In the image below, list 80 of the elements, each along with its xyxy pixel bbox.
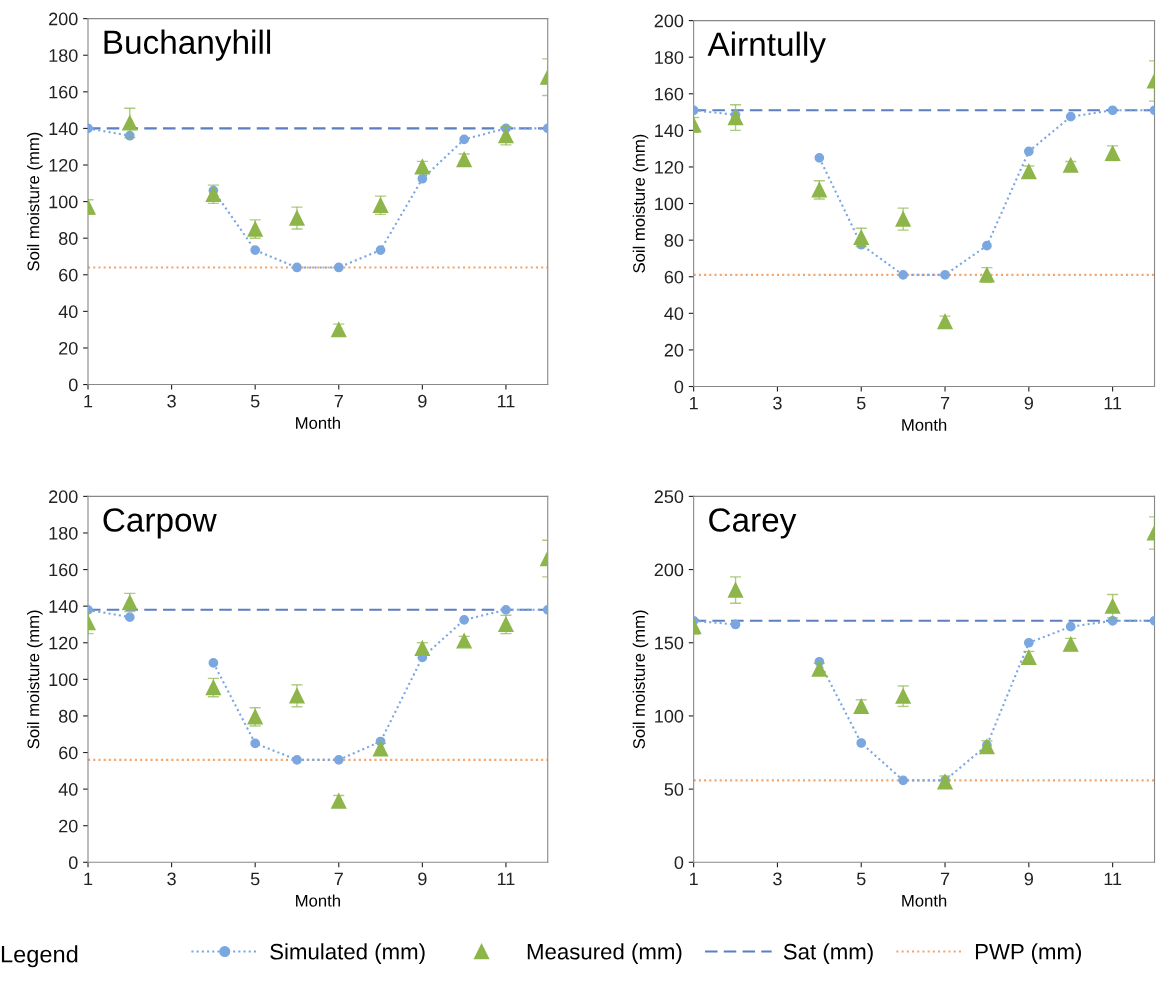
y-axis-title: Soil moisture (mm) — [632, 610, 649, 749]
y-tick-label: 40 — [664, 307, 684, 321]
y-tick-label: 100 — [49, 195, 78, 209]
legend-label: Sat (mm) — [783, 943, 873, 964]
x-tick-label: 3 — [167, 872, 176, 886]
y-tick-label: 200 — [654, 563, 684, 577]
x-tick-label: 1 — [690, 396, 698, 410]
y-tick-label: 100 — [655, 709, 684, 723]
x-tick-label: 9 — [1024, 872, 1033, 886]
y-tick-label: 0 — [68, 856, 78, 870]
y-tick-label: 160 — [655, 87, 684, 101]
y-tick-label: 40 — [58, 305, 78, 319]
legend-label: PWP (mm) — [975, 943, 1081, 964]
legend-label: Measured (mm) — [527, 943, 682, 964]
y-tick-label: 100 — [49, 673, 78, 687]
y-tick-label: 80 — [664, 234, 684, 247]
y-axis-title: Soil moisture (mm) — [27, 132, 43, 271]
chart-title: Carey — [709, 508, 797, 539]
y-tick-label: 80 — [58, 232, 78, 245]
y-tick-label: 150 — [655, 636, 684, 650]
y-tick-label: 60 — [59, 746, 78, 760]
y-tick-label: 100 — [655, 197, 684, 211]
y-tick-label: 180 — [49, 526, 78, 540]
y-tick-label: 120 — [655, 160, 684, 174]
x-tick-label: 1 — [690, 872, 698, 886]
y-tick-label: 120 — [49, 158, 78, 172]
chart-title: Carpow — [103, 508, 217, 539]
x-tick-label: 7 — [334, 394, 343, 408]
y-tick-label: 20 — [664, 343, 684, 357]
x-axis-title: Month — [902, 418, 947, 431]
x-tick-label: 11 — [1104, 396, 1122, 410]
x-tick-label: 9 — [418, 872, 427, 886]
x-tick-label: 9 — [1024, 396, 1033, 410]
y-tick-label: 160 — [49, 85, 78, 99]
y-tick-label: 60 — [664, 270, 684, 284]
x-tick-label: 5 — [856, 396, 866, 410]
y-tick-label: 50 — [664, 783, 684, 796]
x-axis-title: Month — [296, 416, 340, 429]
x-tick-label: 7 — [334, 872, 343, 886]
y-tick-label: 20 — [59, 341, 78, 355]
y-tick-label: 160 — [49, 563, 78, 577]
y-tick-label: 60 — [59, 268, 78, 282]
x-tick-label: 5 — [250, 394, 260, 408]
x-tick-label: 3 — [167, 394, 176, 408]
y-tick-label: 40 — [58, 783, 78, 796]
y-tick-label: 180 — [655, 51, 684, 64]
text: Legend — [1, 945, 78, 968]
y-tick-label: 200 — [49, 490, 78, 504]
x-tick-label: 3 — [773, 396, 782, 410]
x-tick-label: 11 — [497, 394, 515, 408]
chart-title: Airntully — [707, 31, 826, 63]
y-tick-label: 250 — [654, 490, 684, 504]
y-tick-label: 200 — [654, 14, 684, 28]
x-tick-label: 5 — [250, 872, 260, 886]
y-tick-label: 120 — [49, 636, 78, 650]
x-axis-title: Month — [902, 894, 947, 907]
x-tick-label: 1 — [84, 872, 93, 886]
y-tick-label: 0 — [674, 380, 684, 394]
y-tick-label: 140 — [49, 600, 78, 613]
x-tick-label: 11 — [1104, 872, 1122, 886]
x-tick-label: 11 — [497, 872, 515, 886]
y-tick-label: 140 — [655, 124, 684, 138]
y-axis-title: Soil moisture (mm) — [27, 610, 43, 749]
y-tick-label: 0 — [68, 378, 78, 392]
chart-title: Buchanyhill — [104, 29, 271, 61]
x-tick-label: 9 — [418, 394, 427, 408]
y-tick-label: 0 — [674, 856, 684, 870]
x-tick-label: 7 — [940, 872, 950, 886]
x-tick-label: 7 — [940, 396, 950, 410]
y-tick-label: 200 — [49, 12, 78, 26]
y-tick-label: 20 — [59, 819, 78, 833]
x-axis-title: Month — [296, 894, 340, 907]
y-axis-title: Soil moisture (mm) — [632, 134, 649, 273]
y-tick-label: 80 — [58, 709, 78, 723]
y-tick-label: 180 — [49, 49, 78, 62]
x-tick-label: 5 — [856, 872, 866, 886]
x-tick-label: 3 — [773, 872, 782, 886]
y-tick-label: 140 — [49, 122, 78, 136]
legend-label: Simulated (mm) — [270, 943, 425, 964]
x-tick-label: 1 — [84, 394, 93, 408]
